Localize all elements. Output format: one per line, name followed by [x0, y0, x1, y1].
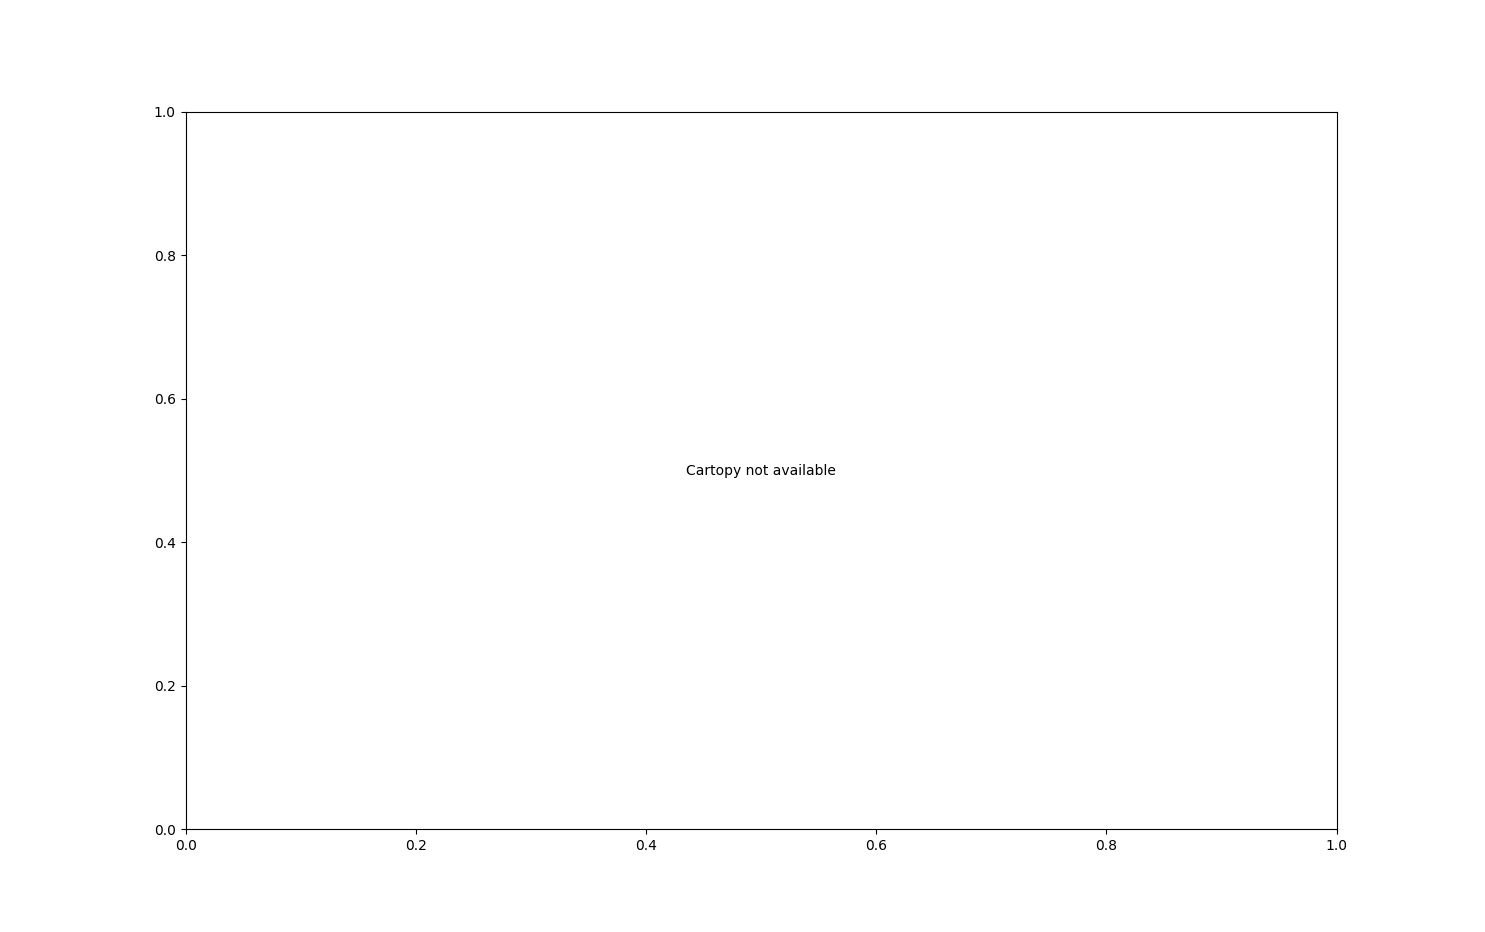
- Text: Cartopy not available: Cartopy not available: [686, 463, 836, 478]
